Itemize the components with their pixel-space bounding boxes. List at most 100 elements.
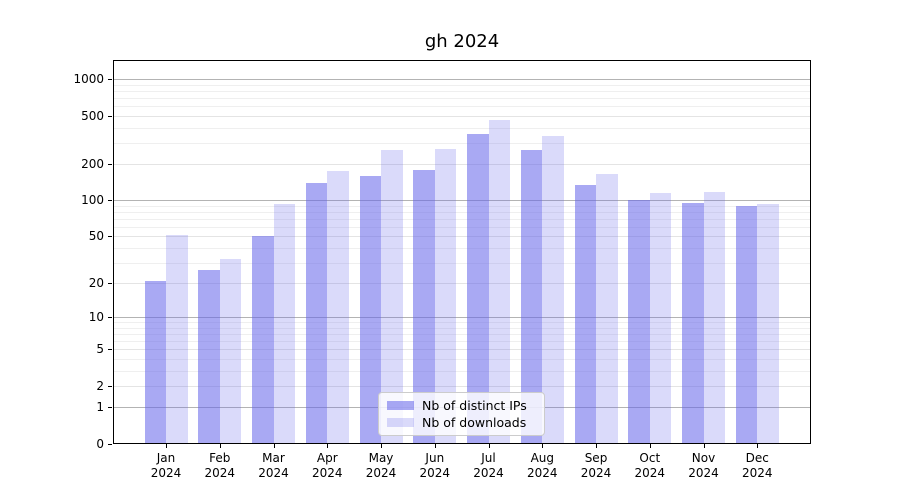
y-tick-label-200: 200: [81, 157, 104, 171]
y-tick-mark-50: [108, 236, 112, 238]
y-tick-label-100: 100: [81, 193, 104, 208]
x-tick-label-nov: Nov 2024: [688, 451, 719, 480]
x-tick-mark-dec: [757, 444, 759, 448]
gridline-y-8: [113, 328, 811, 329]
y-tick-mark-500: [108, 115, 112, 117]
y-tick-label-500: 500: [81, 108, 104, 123]
x-tick-label-mar: Mar 2024: [258, 451, 289, 480]
legend-swatch-downloads: [387, 418, 414, 427]
x-tick-mark-feb: [219, 444, 221, 448]
x-tick-mark-mar: [273, 444, 275, 448]
y-tick-mark-10: [108, 317, 112, 319]
gridline-y-800: [113, 91, 811, 92]
x-tick-label-aug: Aug 2024: [527, 451, 558, 480]
bar-downloads-nov: [703, 192, 725, 444]
gridline-y-2: [113, 386, 811, 387]
gridline-y-200: [113, 164, 811, 165]
gridline-y-700: [113, 98, 811, 99]
legend-label-downloads: Nb of downloads: [422, 415, 527, 430]
bar-downloads-may: [381, 150, 403, 444]
gridline-y-900: [113, 84, 811, 86]
x-tick-mark-jun: [434, 444, 436, 448]
bar-ips-jan: [144, 280, 166, 444]
bar-ips-may: [359, 175, 381, 444]
legend-item-distinct-ips: Nb of distinct IPs: [387, 398, 534, 413]
x-tick-mark-jul: [488, 444, 490, 448]
y-tick-mark-200: [108, 164, 112, 165]
x-tick-label-jan: Jan 2024: [150, 451, 182, 480]
gridline-y-20: [113, 283, 811, 285]
gridline-y-300: [113, 142, 811, 144]
bar-ips-oct: [628, 200, 650, 444]
y-tick-label-10: 10: [88, 310, 104, 325]
gridline-y-1000: [113, 79, 811, 81]
bar-downloads-sep: [596, 174, 618, 444]
bar-ips-dec: [735, 205, 758, 444]
x-tick-mark-sep: [596, 444, 597, 448]
y-tick-label-20: 20: [88, 276, 104, 291]
y-tick-mark-0: [108, 444, 112, 445]
x-tick-mark-apr: [327, 444, 329, 448]
bar-ips-jul: [467, 133, 489, 444]
y-tick-mark-1: [108, 407, 112, 409]
x-tick-mark-jan: [166, 444, 167, 448]
x-tick-mark-oct: [649, 444, 651, 448]
bar-downloads-jun: [434, 149, 457, 444]
x-tick-label-dec: Dec 2024: [742, 451, 773, 480]
gridline-y-600: [113, 106, 811, 108]
plot-area: [113, 60, 811, 444]
gridline-y-60: [113, 227, 811, 228]
gridline-y-70: [113, 218, 811, 220]
chart-title: gh 2024: [424, 31, 500, 52]
gridline-y-5: [113, 349, 811, 351]
bar-ips-sep: [574, 184, 596, 444]
bar-downloads-jan: [166, 235, 188, 444]
y-tick-mark-5: [108, 349, 112, 351]
gridline-y-90: [113, 205, 811, 207]
bar-downloads-jul: [488, 120, 510, 444]
y-tick-mark-20: [108, 283, 112, 285]
y-tick-mark-100: [108, 200, 112, 202]
gridline-y-6: [113, 341, 811, 343]
x-tick-label-oct: Oct 2024: [634, 451, 666, 480]
bar-ips-apr: [305, 182, 328, 444]
legend-label-distinct-ips: Nb of distinct IPs: [422, 398, 527, 413]
bar-downloads-aug: [542, 136, 564, 444]
y-tick-label-1000: 1000: [73, 72, 104, 87]
x-tick-label-feb: Feb 2024: [204, 451, 236, 480]
x-tick-mark-may: [381, 444, 382, 448]
gridline-y-3: [113, 370, 811, 372]
bar-ips-nov: [682, 203, 704, 444]
bar-downloads-dec: [757, 203, 779, 444]
gridline-y-4: [113, 359, 811, 360]
x-tick-label-sep: Sep 2024: [580, 451, 612, 480]
x-tick-mark-nov: [703, 444, 705, 448]
y-tick-label-2: 2: [96, 379, 104, 393]
gridline-y-9: [113, 322, 811, 324]
x-tick-label-jul: Jul 2024: [473, 451, 504, 480]
y-tick-mark-1000: [108, 79, 112, 81]
bar-ips-aug: [520, 150, 543, 444]
y-tick-label-1: 1: [96, 400, 104, 415]
bar-ips-mar: [252, 236, 274, 444]
gridline-y-500: [113, 115, 811, 117]
y-tick-label-5: 5: [96, 342, 104, 357]
gridline-y-100: [113, 200, 811, 202]
bar-ips-feb: [198, 270, 220, 444]
y-tick-label-50: 50: [88, 229, 104, 244]
bar-downloads-oct: [649, 193, 672, 444]
bar-ips-jun: [413, 170, 435, 444]
gridline-y-80: [113, 212, 811, 213]
gridline-y-400: [113, 127, 811, 129]
x-tick-label-may: May 2024: [365, 451, 397, 480]
bars-layer: [113, 60, 811, 444]
x-tick-label-jun: Jun 2024: [419, 451, 451, 480]
gridline-y-7: [113, 334, 811, 336]
legend: Nb of distinct IPs Nb of downloads: [378, 392, 545, 436]
legend-item-downloads: Nb of downloads: [387, 415, 534, 430]
bar-downloads-feb: [219, 259, 242, 444]
bar-downloads-apr: [327, 171, 349, 444]
gridline-y-40: [113, 247, 811, 249]
